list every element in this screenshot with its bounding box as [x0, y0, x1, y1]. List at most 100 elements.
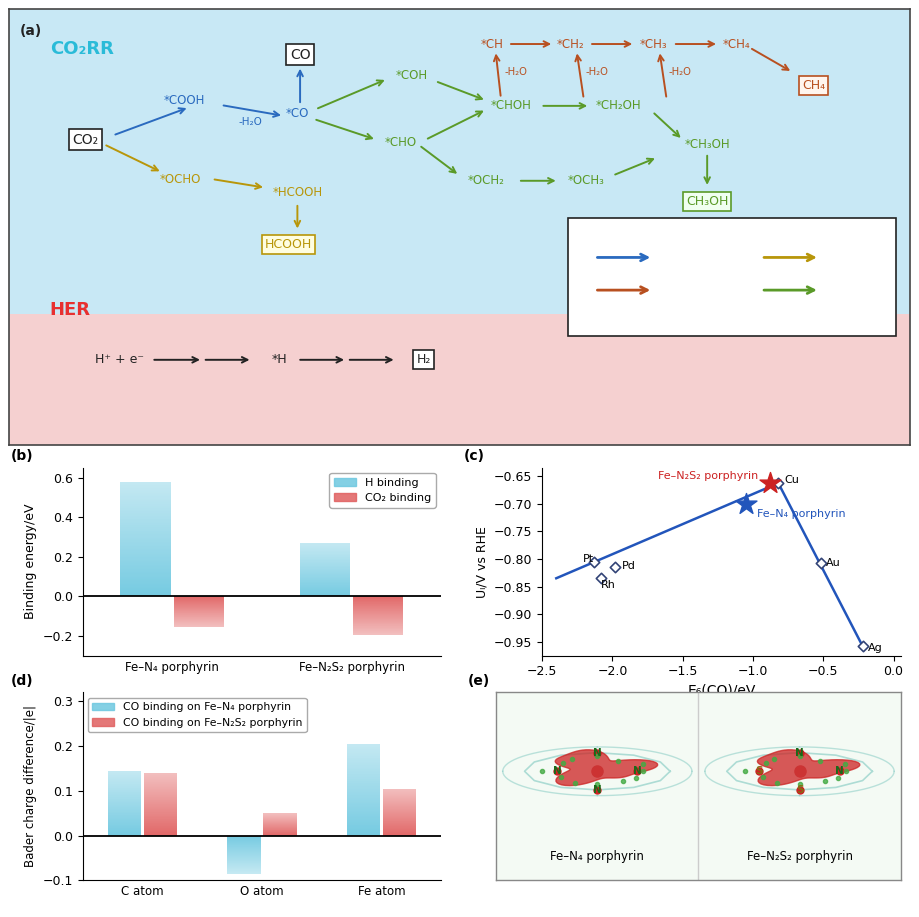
- Bar: [346, 763, 380, 764]
- Bar: [120, 587, 171, 589]
- Bar: [346, 788, 380, 789]
- Bar: [346, 808, 380, 809]
- Bar: [346, 752, 380, 753]
- Text: *CHOH: *CHOH: [491, 99, 531, 113]
- Text: *CH₃: *CH₃: [640, 38, 667, 50]
- Text: *H: *H: [271, 353, 288, 366]
- Bar: [120, 593, 171, 594]
- Point: [771, 476, 786, 491]
- Bar: [120, 560, 171, 562]
- Bar: [120, 518, 171, 519]
- Bar: [120, 521, 171, 522]
- Point: [608, 560, 623, 575]
- Bar: [120, 500, 171, 501]
- Bar: [346, 810, 380, 811]
- Bar: [346, 746, 380, 747]
- Text: H⁺ + e⁻: H⁺ + e⁻: [95, 353, 143, 366]
- Bar: [346, 757, 380, 758]
- Bar: [346, 766, 380, 767]
- Bar: [120, 523, 171, 524]
- Text: *CHO: *CHO: [385, 136, 417, 149]
- Bar: [346, 824, 380, 825]
- Text: CO₂RR Products: CO₂RR Products: [673, 227, 791, 240]
- Text: *OCH₃: *OCH₃: [567, 174, 604, 187]
- Bar: [120, 539, 171, 540]
- Bar: [346, 755, 380, 756]
- Bar: [346, 750, 380, 751]
- Bar: [120, 553, 171, 554]
- Bar: [120, 556, 171, 558]
- Bar: [346, 754, 380, 755]
- Bar: [346, 751, 380, 752]
- Legend: CO binding on Fe–N₄ porphyrin, CO binding on Fe–N₂S₂ porphyrin: CO binding on Fe–N₄ porphyrin, CO bindin…: [88, 698, 307, 732]
- Bar: [120, 574, 171, 576]
- Point: [739, 496, 754, 511]
- Bar: [120, 504, 171, 505]
- Bar: [120, 594, 171, 595]
- Bar: [120, 572, 171, 573]
- Bar: [346, 827, 380, 828]
- Bar: [120, 542, 171, 544]
- Bar: [346, 749, 380, 750]
- Bar: [120, 573, 171, 574]
- Bar: [120, 509, 171, 510]
- Bar: [346, 783, 380, 784]
- Bar: [346, 753, 380, 754]
- Bar: [120, 582, 171, 583]
- Bar: [120, 541, 171, 542]
- Text: Au: Au: [826, 558, 841, 569]
- Bar: [346, 786, 380, 787]
- Bar: [346, 832, 380, 833]
- Text: *OCHO: *OCHO: [160, 172, 201, 185]
- Text: *HCOOH: *HCOOH: [272, 186, 323, 200]
- Bar: [120, 498, 171, 499]
- Bar: [346, 811, 380, 812]
- Bar: [346, 773, 380, 774]
- Bar: [346, 821, 380, 822]
- Bar: [120, 567, 171, 568]
- Bar: [120, 547, 171, 548]
- Bar: [346, 745, 380, 746]
- Bar: [346, 765, 380, 766]
- Bar: [346, 798, 380, 799]
- Text: -H₂O: -H₂O: [239, 117, 263, 127]
- Bar: [346, 770, 380, 771]
- Text: Ag: Ag: [868, 643, 883, 653]
- Bar: [346, 816, 380, 817]
- Bar: [346, 823, 380, 824]
- Point: [587, 555, 602, 569]
- Bar: [120, 546, 171, 547]
- Bar: [346, 831, 380, 832]
- Text: -H₂O: -H₂O: [585, 67, 608, 77]
- Bar: [120, 531, 171, 532]
- X-axis label: E₆(CO)/eV: E₆(CO)/eV: [687, 684, 755, 698]
- Bar: [346, 771, 380, 772]
- Bar: [346, 775, 380, 776]
- Bar: [346, 748, 380, 749]
- Bar: [346, 784, 380, 785]
- Bar: [346, 767, 380, 768]
- Bar: [120, 508, 171, 509]
- Bar: [346, 809, 380, 810]
- Bar: [9, 9, 910, 314]
- Bar: [346, 814, 380, 815]
- Bar: [346, 795, 380, 796]
- Text: *COH: *COH: [396, 69, 428, 82]
- Bar: [120, 494, 171, 495]
- Bar: [346, 825, 380, 826]
- Bar: [346, 792, 380, 793]
- Text: *CH₂: *CH₂: [557, 38, 584, 50]
- Bar: [346, 780, 380, 781]
- Bar: [346, 774, 380, 775]
- Bar: [346, 787, 380, 788]
- Bar: [346, 800, 380, 801]
- Bar: [120, 571, 171, 572]
- Bar: [346, 799, 380, 800]
- Text: *OCH₂: *OCH₂: [468, 174, 505, 187]
- Text: N: N: [633, 767, 641, 777]
- Bar: [346, 820, 380, 821]
- Text: N: N: [593, 747, 602, 757]
- Bar: [346, 829, 380, 830]
- Bar: [120, 551, 171, 553]
- Bar: [120, 545, 171, 546]
